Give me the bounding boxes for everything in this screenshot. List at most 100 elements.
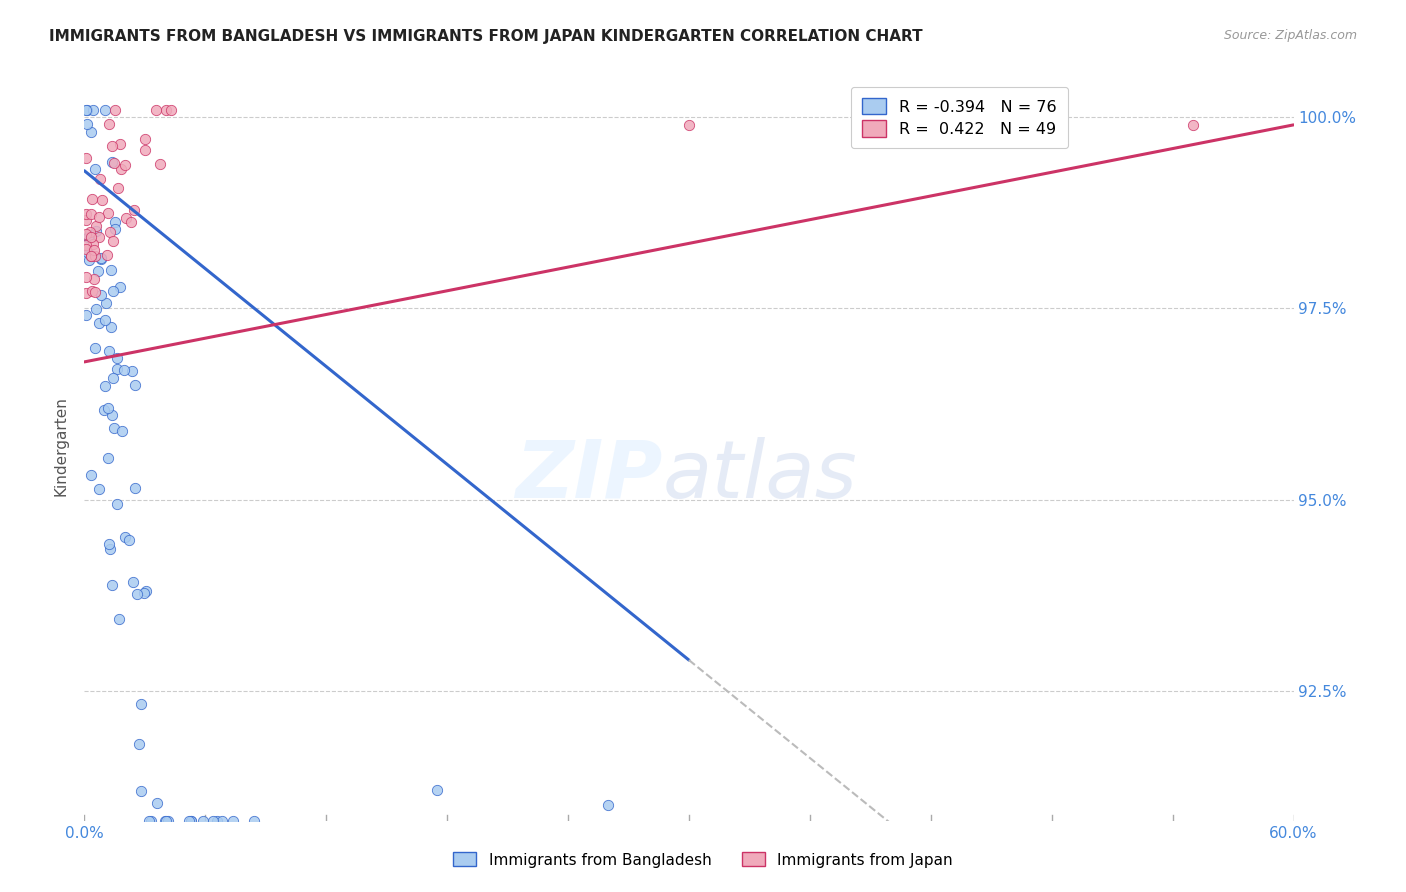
Point bbox=[80, 248, 103, 262]
Point bbox=[104, 222, 127, 236]
Point bbox=[211, 814, 233, 828]
Point bbox=[155, 103, 177, 117]
Y-axis label: Kindergarten: Kindergarten bbox=[53, 396, 69, 496]
Point bbox=[101, 234, 124, 248]
Point bbox=[97, 206, 120, 220]
Point bbox=[122, 574, 145, 589]
Point bbox=[105, 497, 128, 511]
Point bbox=[98, 344, 121, 359]
Point bbox=[138, 814, 160, 828]
Text: IMMIGRANTS FROM BANGLADESH VS IMMIGRANTS FROM JAPAN KINDERGARTEN CORRELATION CHA: IMMIGRANTS FROM BANGLADESH VS IMMIGRANTS… bbox=[49, 29, 922, 44]
Point bbox=[129, 697, 152, 711]
Point bbox=[75, 207, 97, 221]
Point bbox=[101, 285, 124, 299]
Point bbox=[79, 467, 101, 482]
Point bbox=[598, 798, 620, 813]
Point bbox=[90, 251, 112, 265]
Text: Source: ZipAtlas.com: Source: ZipAtlas.com bbox=[1223, 29, 1357, 42]
Point bbox=[77, 253, 100, 268]
Point bbox=[101, 578, 124, 592]
Point bbox=[207, 814, 229, 828]
Point bbox=[82, 237, 104, 252]
Point bbox=[104, 215, 127, 229]
Point bbox=[75, 269, 97, 284]
Point bbox=[75, 242, 97, 256]
Point bbox=[1181, 118, 1204, 132]
Point bbox=[131, 784, 153, 798]
Point bbox=[191, 814, 214, 828]
Point bbox=[100, 263, 122, 277]
Point bbox=[141, 814, 163, 828]
Point bbox=[94, 313, 117, 327]
Point bbox=[920, 118, 942, 132]
Point bbox=[93, 379, 115, 393]
Point bbox=[108, 279, 131, 293]
Point bbox=[120, 214, 142, 228]
Point bbox=[145, 796, 167, 810]
Point bbox=[110, 136, 132, 151]
Point bbox=[100, 320, 122, 334]
Point bbox=[84, 301, 107, 316]
Point bbox=[678, 118, 700, 132]
Point bbox=[134, 132, 156, 146]
Point bbox=[149, 157, 172, 171]
Point bbox=[94, 103, 117, 117]
Point bbox=[201, 814, 224, 828]
Point bbox=[84, 285, 107, 300]
Text: atlas: atlas bbox=[662, 437, 858, 515]
Point bbox=[104, 103, 127, 117]
Point bbox=[426, 783, 449, 797]
Point bbox=[76, 117, 98, 131]
Point bbox=[101, 371, 124, 385]
Point bbox=[114, 158, 136, 172]
Point bbox=[222, 814, 245, 828]
Point bbox=[114, 530, 136, 544]
Legend: R = -0.394   N = 76, R =  0.422   N = 49: R = -0.394 N = 76, R = 0.422 N = 49 bbox=[851, 87, 1069, 148]
Point bbox=[134, 143, 156, 157]
Point bbox=[75, 308, 97, 322]
Point bbox=[75, 227, 97, 241]
Point bbox=[87, 264, 110, 278]
Point bbox=[110, 162, 132, 177]
Point bbox=[84, 219, 107, 233]
Point bbox=[97, 451, 120, 466]
Point bbox=[76, 103, 98, 117]
Point bbox=[127, 586, 149, 600]
Point bbox=[155, 814, 177, 828]
Point bbox=[90, 252, 112, 266]
Point bbox=[84, 162, 107, 177]
Point bbox=[83, 249, 105, 263]
Point bbox=[103, 421, 125, 435]
Point bbox=[118, 533, 141, 547]
Point bbox=[179, 814, 201, 828]
Point bbox=[80, 124, 103, 138]
Point bbox=[89, 316, 111, 330]
Point bbox=[100, 154, 122, 169]
Point bbox=[89, 171, 111, 186]
Point bbox=[80, 285, 103, 299]
Point bbox=[98, 117, 121, 131]
Point bbox=[89, 211, 111, 225]
Point bbox=[134, 586, 156, 600]
Point bbox=[82, 193, 104, 207]
Point bbox=[80, 230, 103, 244]
Point bbox=[90, 288, 112, 302]
Point bbox=[75, 238, 97, 252]
Point bbox=[160, 103, 183, 117]
Point bbox=[121, 364, 143, 378]
Point bbox=[107, 612, 129, 626]
Point bbox=[124, 377, 146, 392]
Point bbox=[87, 482, 110, 496]
Point bbox=[180, 814, 202, 828]
Text: ZIP: ZIP bbox=[515, 437, 662, 515]
Point bbox=[75, 152, 97, 166]
Point bbox=[76, 230, 98, 244]
Point bbox=[112, 363, 135, 377]
Point bbox=[93, 403, 115, 417]
Legend: Immigrants from Bangladesh, Immigrants from Japan: Immigrants from Bangladesh, Immigrants f… bbox=[447, 847, 959, 873]
Point bbox=[128, 738, 150, 752]
Point bbox=[124, 481, 146, 495]
Point bbox=[98, 225, 121, 239]
Point bbox=[105, 351, 128, 365]
Point bbox=[75, 285, 97, 300]
